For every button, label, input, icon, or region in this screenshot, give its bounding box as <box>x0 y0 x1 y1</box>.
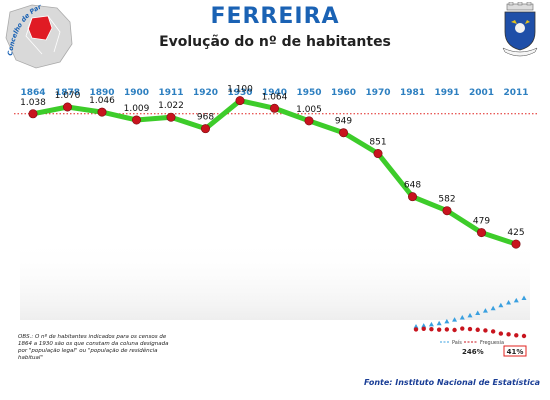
x-tick-label: 1864 <box>20 88 45 98</box>
data-label: 1.070 <box>55 91 81 101</box>
data-label: 1.009 <box>124 104 150 114</box>
inset-freguesia-point <box>475 327 480 332</box>
legend-pais: País <box>452 339 462 346</box>
inset-pais-point <box>421 323 427 328</box>
inset-freguesia-point <box>421 326 426 331</box>
inset-freguesia-point <box>514 333 519 338</box>
data-point <box>28 109 38 119</box>
inset-freguesia-point <box>490 329 496 334</box>
inset-freguesia-point <box>460 326 465 331</box>
data-point <box>166 112 176 122</box>
data-point <box>442 206 452 216</box>
inset-pais-point <box>482 308 488 313</box>
inset-freguesia-point <box>436 327 442 332</box>
data-label: 851 <box>369 138 386 148</box>
inset-pais-point <box>490 305 496 311</box>
legend-freguesia: Freguesia <box>480 340 504 346</box>
data-label: 582 <box>438 195 455 205</box>
data-label: 425 <box>507 228 524 238</box>
data-point <box>407 192 417 202</box>
inset-pais-point <box>444 318 450 324</box>
data-point <box>373 149 383 159</box>
x-tick-label: 1890 <box>89 88 114 98</box>
data-point <box>338 128 348 138</box>
x-tick-label: 1970 <box>365 88 390 98</box>
inset-freguesia-point <box>483 328 488 333</box>
x-tick-label: 1878 <box>55 88 80 98</box>
inset-pais-point <box>513 297 519 303</box>
x-tick-label: 1940 <box>262 88 287 98</box>
data-point <box>476 228 486 238</box>
inset-pais-point <box>459 315 465 320</box>
data-label: 1.046 <box>89 96 115 106</box>
inset-pais-point <box>436 320 442 326</box>
data-label: 968 <box>197 113 214 123</box>
x-tick-label: 1930 <box>227 88 252 98</box>
series-line <box>30 98 519 247</box>
data-point <box>304 116 314 126</box>
page-title: FERREIRA <box>210 4 340 29</box>
inset-pais-point <box>452 317 458 322</box>
data-point <box>235 96 245 106</box>
data-point <box>201 124 211 134</box>
inset-pais-point <box>506 300 512 305</box>
inset-freguesia-point <box>444 327 450 332</box>
data-label: 479 <box>473 217 490 227</box>
data-label: 648 <box>404 181 421 191</box>
inset-pais-point <box>428 321 434 327</box>
inset-pais-point <box>413 324 419 329</box>
x-tick-label: 1900 <box>124 88 149 98</box>
x-tick-label: 1981 <box>400 88 425 98</box>
x-tick-label: 1920 <box>193 88 218 98</box>
data-point <box>511 239 521 249</box>
x-tick-label: 1911 <box>158 88 183 98</box>
data-label: 1.005 <box>296 105 322 115</box>
x-tick-label: 2001 <box>469 88 494 98</box>
inset-freguesia-point <box>413 327 419 332</box>
comparison-inset: País Freguesia 246% 41% <box>413 295 527 357</box>
data-label: 1.100 <box>227 85 253 95</box>
inset-pais-point <box>467 312 473 318</box>
data-source: Fonte: Instituto Nacional de Estatística <box>363 378 540 387</box>
data-point <box>132 115 142 125</box>
freguesia-percentage: 41% <box>507 348 524 356</box>
data-label: 1.022 <box>158 101 184 111</box>
coat-of-arms-crest <box>502 2 538 57</box>
inset-freguesia-point <box>498 331 504 336</box>
inset-freguesia-point <box>506 332 511 337</box>
data-point <box>97 107 107 117</box>
data-point <box>62 102 72 112</box>
x-tick-label: 2011 <box>503 88 528 98</box>
data-label: 949 <box>335 117 352 127</box>
freguesia-percentage-box <box>503 345 527 357</box>
inset-pais-point <box>475 310 481 315</box>
inset-pais-point <box>498 302 504 308</box>
inset-pais-point <box>521 295 527 300</box>
inset-freguesia-point <box>452 327 457 333</box>
x-tick-label: 1960 <box>331 88 356 98</box>
floor-shade <box>20 238 530 320</box>
data-label: 1.064 <box>262 92 288 102</box>
inset-freguesia-point <box>467 326 473 332</box>
inset-freguesia-point <box>429 326 434 332</box>
x-tick-label: 1991 <box>434 88 459 98</box>
municipality-map-logo: Concelho de Paredes de Coura <box>2 2 73 69</box>
data-point <box>269 103 279 113</box>
inset-freguesia-point <box>521 333 527 339</box>
pais-percentage: 246% <box>462 348 484 356</box>
census-note: OBS.: O nº de habitantes indicados para … <box>18 334 169 361</box>
data-label: 1.038 <box>20 98 46 108</box>
chart-subtitle: Evolução do nº de habitantes <box>159 34 391 50</box>
x-tick-label: 1950 <box>296 88 321 98</box>
